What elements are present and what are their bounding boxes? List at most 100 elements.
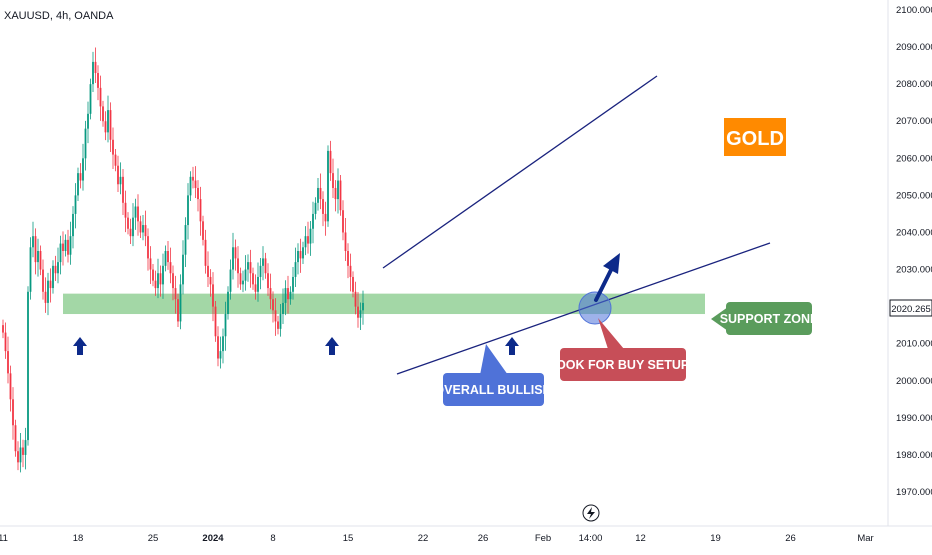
candle-down bbox=[352, 276, 354, 292]
candle-up bbox=[304, 236, 307, 248]
candle-down bbox=[79, 173, 82, 181]
candle-down bbox=[234, 247, 237, 259]
candle-up bbox=[282, 302, 284, 315]
candle-down bbox=[14, 425, 17, 452]
candle-down bbox=[349, 265, 352, 277]
candle-down bbox=[7, 351, 9, 374]
candle-down bbox=[2, 325, 4, 333]
candle-up bbox=[182, 254, 184, 285]
candle-up bbox=[92, 61, 94, 85]
candle-up bbox=[142, 225, 144, 233]
candle-up bbox=[37, 251, 39, 263]
candle-down bbox=[307, 236, 309, 244]
price-tick-label: 1990.000 bbox=[896, 413, 932, 424]
gold-label-bg bbox=[724, 118, 786, 156]
candle-down bbox=[109, 110, 112, 140]
candle-down bbox=[152, 269, 154, 281]
candle-down bbox=[172, 273, 174, 289]
candle-down bbox=[332, 173, 334, 188]
candle-down bbox=[127, 217, 129, 229]
candle-up bbox=[297, 251, 299, 263]
candle-down bbox=[347, 251, 349, 266]
candle-down bbox=[22, 447, 24, 455]
candle-up bbox=[259, 265, 262, 277]
candle-down bbox=[204, 239, 207, 266]
candle-down bbox=[122, 176, 124, 203]
candle-down bbox=[44, 291, 47, 303]
price-tick-label: 2010.000 bbox=[896, 339, 932, 350]
candle-down bbox=[207, 265, 209, 277]
time-tick-label: 22 bbox=[418, 533, 429, 544]
candle-up bbox=[187, 195, 189, 226]
candle-up bbox=[179, 284, 182, 322]
candle-down bbox=[342, 210, 344, 233]
candle-up bbox=[302, 247, 304, 259]
candles-group bbox=[2, 47, 364, 473]
candle-down bbox=[267, 273, 269, 289]
candle-up bbox=[359, 310, 362, 318]
candle-up bbox=[247, 262, 249, 270]
time-tick-label: 25 bbox=[148, 533, 159, 544]
price-axis: 1970.000 1980.000 1990.000 2000.000 2010.000… bbox=[896, 5, 932, 498]
candle-down bbox=[114, 154, 117, 166]
candle-up bbox=[244, 269, 247, 281]
candle-up bbox=[184, 225, 187, 255]
candle-down bbox=[177, 299, 179, 322]
candle-up bbox=[164, 251, 167, 266]
candle-down bbox=[324, 213, 327, 222]
time-tick-label: 19 bbox=[710, 533, 721, 544]
candle-down bbox=[129, 228, 132, 237]
candle-down bbox=[209, 276, 212, 285]
candle-down bbox=[17, 451, 19, 463]
candle-down bbox=[217, 336, 219, 359]
support-touch-circle bbox=[578, 291, 612, 325]
support-arrow-3 bbox=[505, 337, 519, 355]
candle-up bbox=[29, 247, 32, 292]
candle-up bbox=[132, 217, 134, 237]
candle-up bbox=[47, 280, 49, 303]
candle-down bbox=[139, 221, 142, 233]
candle-up bbox=[257, 276, 259, 292]
time-tick-label: 14:00 bbox=[579, 533, 603, 544]
candle-up bbox=[222, 336, 224, 352]
price-tick-label: 2050.000 bbox=[896, 190, 932, 201]
candle-down bbox=[49, 280, 52, 289]
candle-up bbox=[314, 202, 317, 214]
time-tick-label: 26 bbox=[478, 533, 489, 544]
time-tick-label: Mar bbox=[857, 533, 873, 544]
candle-down bbox=[42, 269, 44, 292]
price-tick-label: 2090.000 bbox=[896, 42, 932, 53]
candle-down bbox=[9, 373, 12, 400]
price-tick-label: 2070.000 bbox=[896, 116, 932, 127]
candle-up bbox=[284, 288, 287, 303]
price-tick-label: 1980.000 bbox=[896, 450, 932, 461]
candle-down bbox=[62, 243, 64, 251]
buy-setups-label: LOOK FOR BUY SETUPS bbox=[548, 358, 697, 372]
time-tick-label: 12 bbox=[635, 533, 646, 544]
buy-callout-pointer bbox=[598, 318, 624, 349]
candle-up bbox=[327, 150, 329, 222]
lightning-bolt-icon[interactable] bbox=[582, 504, 600, 522]
candle-down bbox=[54, 265, 57, 274]
candle-up bbox=[59, 243, 62, 263]
candle-down bbox=[39, 251, 42, 270]
time-axis: 11 18 25 2024 8 15 22 26 Feb 14:00 12 19 26 Mar bbox=[0, 533, 874, 544]
candle-down bbox=[252, 273, 254, 285]
upper-trend-line bbox=[382, 75, 658, 269]
candle-down bbox=[197, 187, 199, 200]
candle-down bbox=[4, 332, 7, 352]
candle-down bbox=[357, 306, 359, 318]
candle-up bbox=[219, 351, 222, 359]
candle-down bbox=[344, 232, 347, 251]
candle-down bbox=[34, 236, 37, 263]
candle-up bbox=[279, 314, 282, 329]
current-price-label: 2020.265 bbox=[891, 304, 931, 315]
candle-down bbox=[159, 273, 162, 285]
candle-down bbox=[339, 180, 342, 211]
time-tick-label: 8 bbox=[270, 533, 275, 544]
candle-down bbox=[67, 239, 69, 255]
candle-down bbox=[199, 199, 202, 222]
candle-down bbox=[97, 73, 99, 88]
